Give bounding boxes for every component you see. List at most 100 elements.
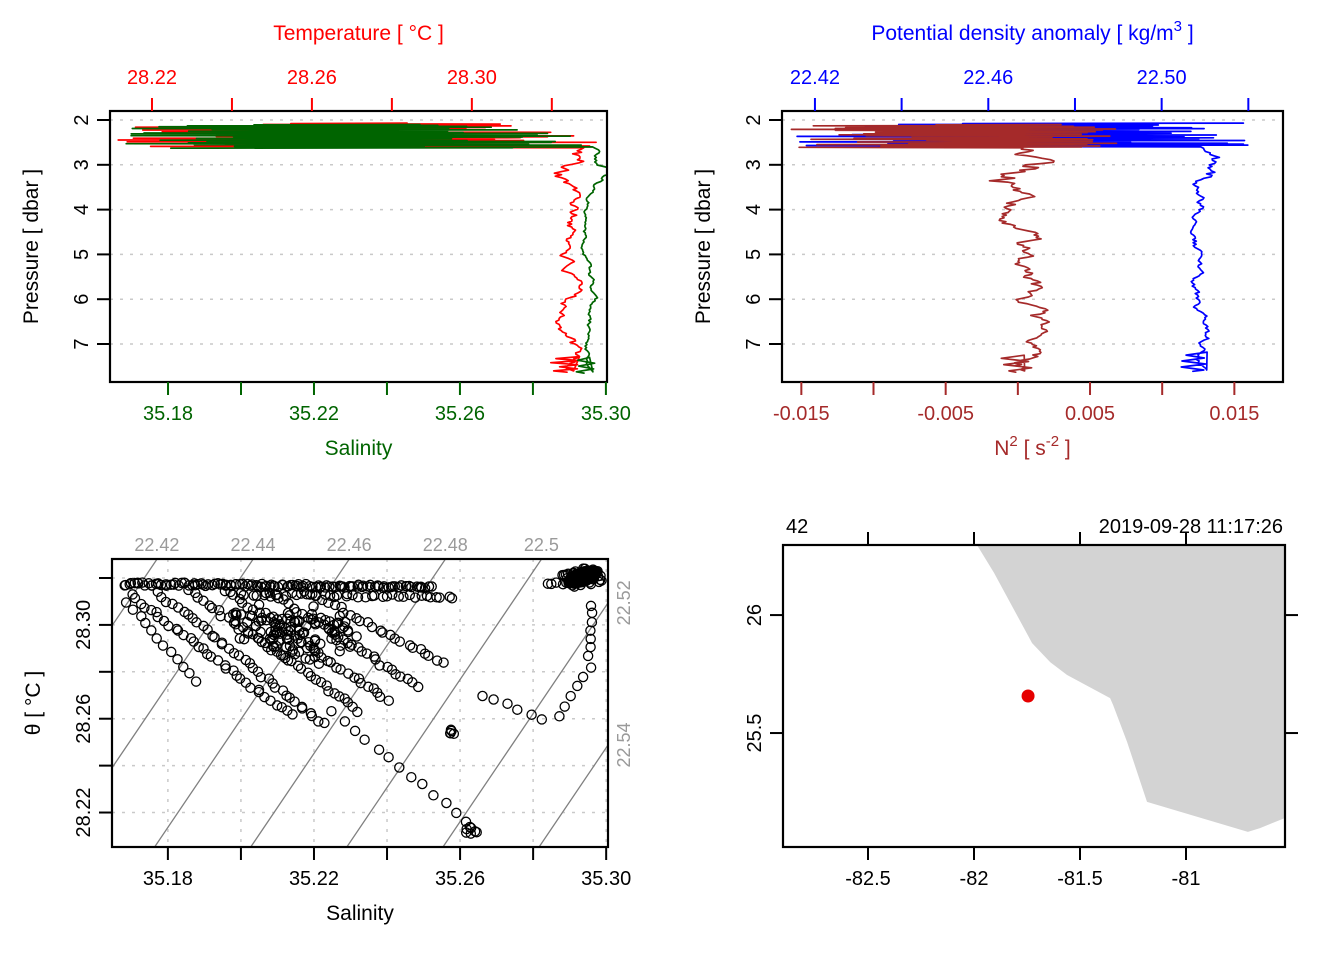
tick-label: -82.5: [845, 868, 891, 890]
data-point: [310, 619, 321, 630]
data-point: [441, 797, 452, 809]
data-point: [393, 591, 405, 602]
data-point: [151, 606, 162, 618]
tick-label: 35.26: [435, 868, 485, 890]
data-point: [372, 580, 383, 591]
tick-label: 4: [743, 204, 765, 215]
isopycnal-22.48: [249, 559, 447, 847]
tick-label: 5: [71, 249, 93, 260]
data-point: [146, 604, 157, 616]
data-point: [289, 696, 300, 707]
data-point: [326, 705, 337, 717]
n2-trace: [790, 123, 1118, 374]
data-point: [361, 648, 373, 659]
data-point: [252, 666, 264, 677]
data-point: [334, 610, 346, 622]
data-point: [300, 653, 311, 664]
data-point: [464, 821, 476, 833]
data-point: [302, 612, 314, 624]
tick-label: 28.26: [73, 694, 95, 744]
isopycnal-label: 22.44: [231, 535, 276, 555]
data-point: [596, 575, 607, 586]
data-point: [389, 633, 400, 644]
data-point: [293, 578, 304, 590]
data-point: [230, 607, 241, 618]
data-point: [220, 663, 232, 674]
data-point: [352, 706, 363, 718]
data-point: [315, 581, 327, 592]
axis-title: Salinity: [326, 902, 394, 925]
data-point: [345, 610, 356, 621]
data-point: [461, 823, 472, 835]
data-point: [407, 642, 418, 654]
data-point: [308, 642, 319, 654]
data-point: [536, 714, 548, 725]
data-point: [400, 580, 412, 592]
data-point: [349, 725, 361, 737]
isopycnal-label: 22.52: [614, 580, 634, 625]
data-point: [206, 602, 218, 614]
data-point: [431, 655, 443, 666]
tick-label: 0.005: [1065, 403, 1115, 425]
data-point: [157, 640, 169, 651]
data-point: [268, 629, 280, 640]
tick-label: 28.22: [127, 67, 177, 89]
data-point: [526, 709, 537, 720]
data-point: [250, 620, 262, 632]
isopycnal-22.5: [346, 559, 543, 847]
data-point: [289, 616, 301, 628]
data-point: [259, 637, 271, 649]
data-point: [353, 673, 365, 684]
tick-label: 28.26: [287, 67, 337, 89]
data-point: [160, 596, 172, 608]
data-point: [276, 701, 288, 713]
data-point: [259, 691, 270, 703]
data-point: [428, 790, 439, 801]
data-point: [394, 636, 406, 647]
tick-label: -81.5: [1057, 868, 1103, 890]
data-point: [315, 612, 327, 624]
data-point: [313, 716, 324, 727]
data-point: [448, 728, 460, 740]
tick-label: -82: [960, 868, 989, 890]
data-point: [136, 611, 147, 622]
data-point: [359, 734, 370, 745]
data-point: [212, 655, 224, 666]
data-point: [293, 646, 305, 658]
data-point: [283, 634, 295, 645]
data-point: [279, 652, 291, 664]
axis-title: Temperature [ °C ]: [273, 22, 444, 45]
plot-box: [781, 543, 1287, 849]
panel-ts-diagram: 22.42 22.44 22.46 22.48 22.5 22.52 22.54 35.18 3…: [22, 535, 634, 925]
salinity-trace: [125, 123, 607, 374]
isopycnal-22.44: [112, 559, 255, 770]
data-point: [395, 671, 406, 682]
data-point: [446, 725, 457, 737]
panel-density-n2-profile: 22.42 22.46 22.50 Potential density anomaly…: [692, 18, 1285, 460]
data-point: [202, 579, 214, 590]
station-number: 42: [786, 516, 808, 538]
data-point: [292, 580, 303, 592]
data-point: [190, 676, 202, 687]
tick-label: 2: [71, 114, 93, 125]
y-axis-title: θ [ °C ]: [22, 671, 45, 735]
data-point: [387, 589, 398, 600]
data-point: [585, 662, 597, 673]
data-point: [357, 580, 369, 591]
tick-label: -81: [1172, 868, 1201, 890]
data-point: [323, 685, 334, 697]
data-point: [438, 657, 449, 668]
data-point: [546, 578, 557, 590]
plot-box: [110, 557, 610, 849]
tick-label: 35.26: [435, 403, 485, 425]
data-point: [316, 594, 328, 606]
data-point: [235, 587, 247, 599]
isopycnal-label: 22.54: [614, 722, 634, 767]
data-point: [151, 633, 162, 644]
data-point: [409, 592, 421, 603]
data-point: [585, 625, 596, 636]
data-point: [246, 579, 258, 590]
tick-label: 3: [743, 159, 765, 170]
data-point: [120, 597, 132, 608]
tick-label: 35.18: [143, 868, 193, 890]
